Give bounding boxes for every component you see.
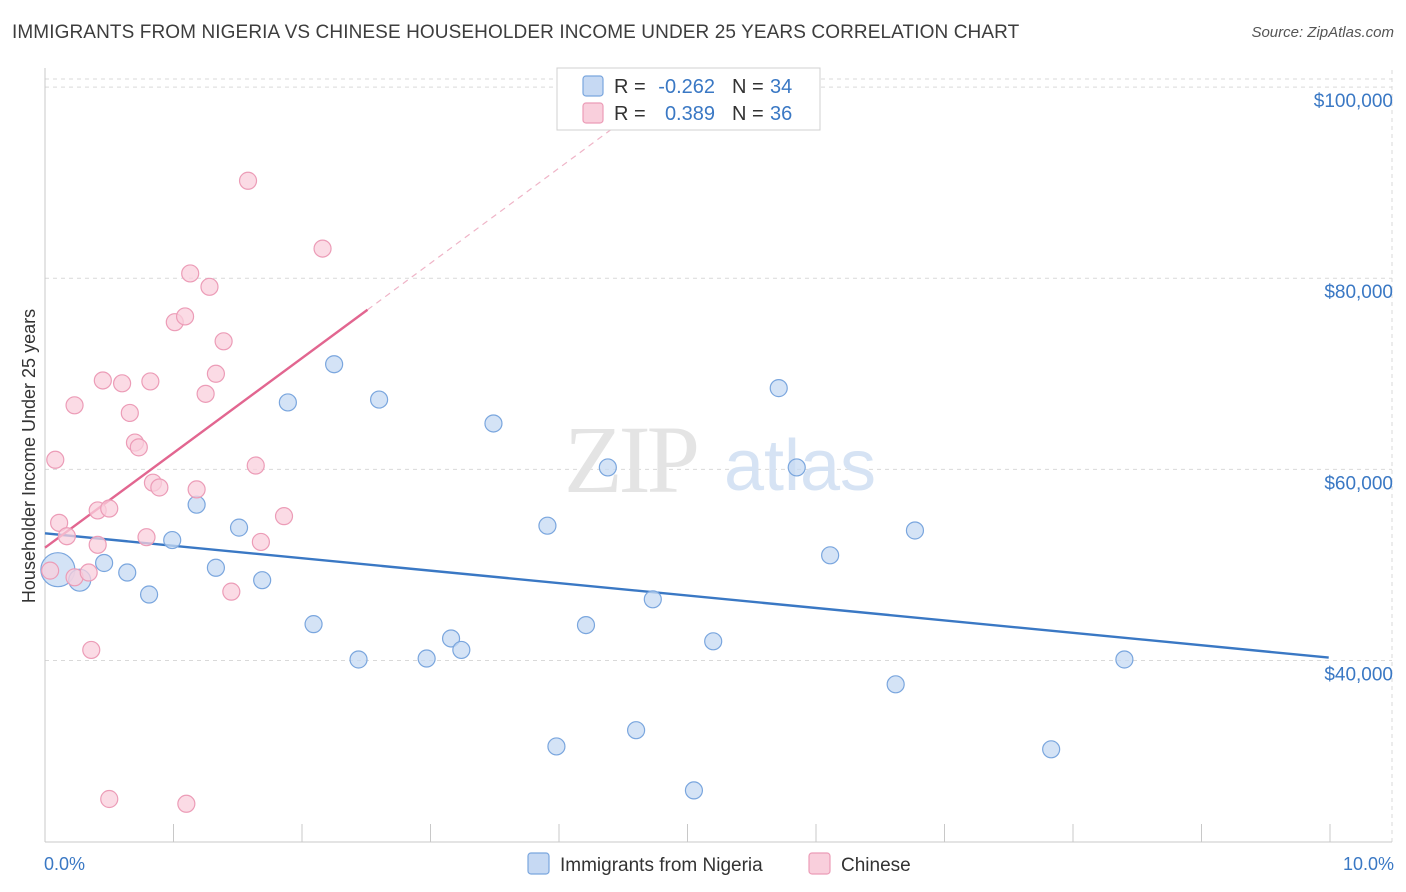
point-nigeria — [163, 530, 182, 550]
point-chinese — [313, 239, 332, 258]
point-nigeria — [370, 390, 389, 409]
point-chinese — [222, 582, 241, 601]
point-nigeria — [576, 615, 596, 635]
point-chinese — [187, 480, 206, 499]
point-chinese — [206, 364, 226, 383]
point-nigeria — [95, 553, 114, 573]
point-chinese — [251, 532, 270, 552]
point-chinese — [137, 528, 156, 547]
point-chinese — [46, 450, 65, 469]
point-chinese — [50, 513, 69, 532]
point-chinese — [177, 794, 196, 813]
point-nigeria — [643, 590, 662, 609]
legend-r-label-chinese: R = — [614, 103, 646, 125]
data-points — [40, 171, 1134, 813]
y-tick-label: $100,000 — [1314, 91, 1393, 112]
point-chinese — [120, 403, 139, 423]
point-chinese — [57, 527, 76, 546]
legend-n-value-chinese: 36 — [770, 103, 792, 125]
point-chinese — [141, 372, 160, 391]
point-chinese — [200, 277, 219, 296]
series-legend: Immigrants from Nigeria Chinese — [527, 852, 911, 876]
point-nigeria — [325, 355, 344, 374]
point-nigeria — [905, 521, 925, 540]
point-chinese — [246, 456, 265, 475]
grid-lines — [45, 70, 1393, 842]
point-nigeria — [787, 458, 806, 477]
legend-n-value-nigeria: 34 — [770, 76, 792, 98]
point-chinese — [100, 789, 119, 809]
point-chinese — [196, 384, 215, 403]
legend-n-label-nigeria: N = — [732, 76, 764, 98]
point-nigeria — [278, 393, 297, 412]
point-nigeria — [821, 546, 840, 565]
point-nigeria — [253, 571, 272, 590]
point-nigeria — [684, 781, 704, 800]
x-tick-label: 0.0% — [44, 854, 85, 874]
point-nigeria — [139, 585, 159, 604]
point-nigeria — [417, 649, 436, 668]
legend-r-value-chinese: 0.389 — [665, 103, 715, 125]
point-nigeria — [206, 558, 226, 577]
point-chinese — [181, 264, 200, 283]
y-tick-label: $60,000 — [1324, 473, 1393, 494]
source-attribution: Source: ZipAtlas.com — [1251, 24, 1394, 41]
x-tick-labels: 0.0% 10.0% — [44, 854, 1394, 874]
point-chinese — [129, 438, 148, 457]
point-chinese — [88, 535, 107, 554]
point-nigeria — [769, 379, 788, 398]
y-axis-label: Householder Income Under 25 years — [19, 309, 39, 603]
point-chinese — [65, 396, 84, 415]
point-nigeria — [441, 629, 461, 648]
point-nigeria — [187, 495, 206, 514]
legend-r-label-nigeria: R = — [614, 76, 646, 98]
x-tick-label: 10.0% — [1343, 854, 1394, 874]
point-chinese — [82, 640, 101, 660]
point-chinese — [238, 171, 258, 190]
chart-title: IMMIGRANTS FROM NIGERIA VS CHINESE HOUSE… — [12, 22, 1020, 43]
correlation-legend: R = -0.262 N = 34 R = 0.389 N = 36 — [556, 67, 821, 131]
series-legend-swatch-chinese — [808, 852, 831, 875]
point-nigeria — [704, 632, 723, 651]
point-chinese — [93, 371, 112, 390]
watermark-zip: ZIP — [564, 406, 697, 513]
point-nigeria — [886, 675, 905, 694]
trend-lines — [44, 120, 1329, 659]
point-nigeria — [452, 640, 471, 660]
point-chinese — [274, 507, 294, 526]
point-nigeria — [229, 518, 249, 537]
legend-swatch-nigeria — [582, 75, 604, 97]
series-legend-label-nigeria: Immigrants from Nigeria — [560, 855, 763, 876]
point-nigeria — [598, 458, 617, 477]
point-nigeria — [484, 414, 503, 433]
point-chinese — [175, 307, 195, 326]
y-tick-label: $80,000 — [1324, 282, 1393, 303]
point-chinese — [41, 561, 60, 580]
axes — [44, 68, 1392, 843]
point-nigeria — [349, 650, 368, 669]
y-tick-labels: $40,000 $60,000 $80,000 $100,000 — [1314, 91, 1393, 685]
point-chinese — [214, 332, 233, 351]
y-tick-label: $40,000 — [1324, 664, 1393, 685]
point-chinese — [150, 478, 169, 497]
point-chinese — [79, 563, 98, 582]
point-nigeria — [1115, 650, 1134, 669]
point-nigeria — [118, 563, 137, 582]
series-legend-label-chinese: Chinese — [841, 855, 911, 876]
legend-swatch-chinese — [582, 102, 604, 124]
point-nigeria — [626, 721, 646, 740]
point-nigeria — [304, 615, 323, 634]
trend-line-nigeria — [44, 532, 1329, 659]
series-legend-swatch-nigeria — [527, 852, 550, 875]
legend-r-value-nigeria: -0.262 — [658, 76, 715, 98]
point-chinese — [100, 499, 119, 518]
trend-extension-chinese — [367, 120, 624, 311]
point-nigeria — [547, 737, 566, 756]
point-nigeria — [538, 516, 557, 535]
legend-n-label-chinese: N = — [732, 103, 764, 125]
point-nigeria — [1042, 740, 1061, 759]
point-chinese — [112, 374, 132, 393]
